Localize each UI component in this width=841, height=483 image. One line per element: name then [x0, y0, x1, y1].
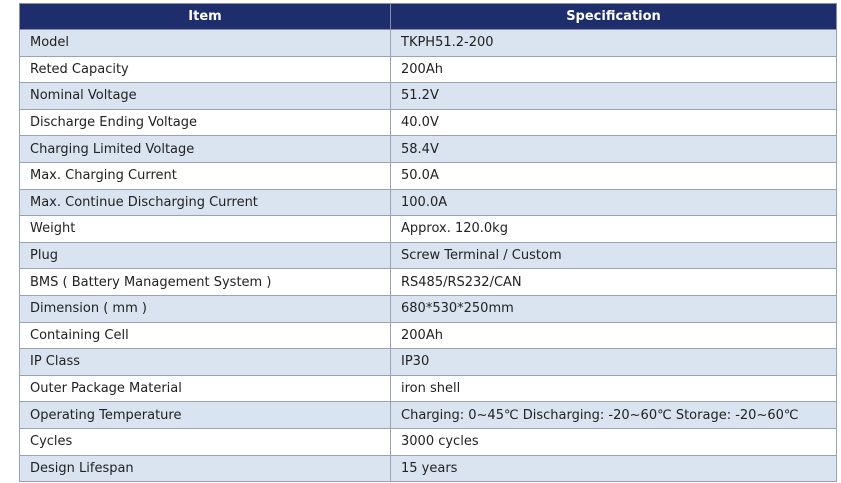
- table-row: Charging Limited Voltage 58.4V: [19, 135, 837, 163]
- spec-cell: IP30: [390, 348, 837, 376]
- item-cell: Design Lifespan: [19, 454, 391, 483]
- spec-cell: 51.2V: [390, 82, 837, 110]
- item-cell: Nominal Voltage: [19, 82, 391, 110]
- table-row: Nominal Voltage 51.2V: [19, 82, 837, 110]
- item-cell: Plug: [19, 241, 391, 270]
- spec-cell: Charging: 0~45℃ Discharging: -20~60℃ Sto…: [390, 401, 837, 429]
- spec-cell: iron shell: [390, 374, 837, 403]
- spec-table: Item Specification Model TKPH51.2-200 Reted…: [19, 3, 837, 483]
- item-cell: BMS ( Battery Management System ): [19, 268, 391, 296]
- table-row: Dimension ( mm ) 680*530*250mm: [19, 294, 837, 323]
- table-row: Max. Charging Current 50.0A: [19, 161, 837, 190]
- item-cell: Reted Capacity: [19, 55, 391, 84]
- item-cell: Operating Temperature: [19, 401, 391, 429]
- item-cell: Containing Cell: [19, 321, 391, 350]
- spec-cell: TKPH51.2-200: [390, 29, 837, 57]
- item-cell: Model: [19, 29, 391, 57]
- table-row: Design Lifespan 15 years: [19, 454, 837, 483]
- table-row: Cycles 3000 cycles: [19, 427, 837, 456]
- table-row: Plug Screw Terminal / Custom: [19, 241, 837, 270]
- item-cell: Dimension ( mm ): [19, 294, 391, 323]
- item-cell: Max. Continue Discharging Current: [19, 188, 391, 217]
- table-row: Discharge Ending Voltage 40.0V: [19, 108, 837, 137]
- table-row: IP Class IP30: [19, 348, 837, 376]
- spec-cell: 58.4V: [390, 135, 837, 163]
- table-row: BMS ( Battery Management System ) RS485/R…: [19, 268, 837, 296]
- spec-cell: 680*530*250mm: [390, 294, 837, 323]
- item-cell: Discharge Ending Voltage: [19, 108, 391, 137]
- item-cell: Outer Package Material: [19, 374, 391, 403]
- item-cell: IP Class: [19, 348, 391, 376]
- item-cell: Max. Charging Current: [19, 161, 391, 190]
- table-row: Operating Temperature Charging: 0~45℃ Dis…: [19, 401, 837, 429]
- table-row: Model TKPH51.2-200: [19, 29, 837, 57]
- table-row: Containing Cell 200Ah: [19, 321, 837, 350]
- item-cell: Cycles: [19, 427, 391, 456]
- spec-cell: 50.0A: [390, 161, 837, 190]
- spec-cell: Approx. 120.0kg: [390, 215, 837, 243]
- spec-cell: 15 years: [390, 454, 837, 483]
- spec-cell: 100.0A: [390, 188, 837, 217]
- spec-cell: RS485/RS232/CAN: [390, 268, 837, 296]
- spec-cell: 200Ah: [390, 55, 837, 84]
- header-cell: Item: [19, 3, 391, 30]
- item-cell: Weight: [19, 215, 391, 243]
- spec-cell: 40.0V: [390, 108, 837, 137]
- spec-cell: Screw Terminal / Custom: [390, 241, 837, 270]
- item-cell: Charging Limited Voltage: [19, 135, 391, 163]
- spec-cell: 200Ah: [390, 321, 837, 350]
- header-row: Item Specification: [19, 3, 837, 30]
- table-row: Weight Approx. 120.0kg: [19, 215, 837, 243]
- spec-cell: 3000 cycles: [390, 427, 837, 456]
- table-row: Max. Continue Discharging Current 100.0A: [19, 188, 837, 217]
- header-cell: Specification: [390, 3, 837, 30]
- table-row: Outer Package Material iron shell: [19, 374, 837, 403]
- table-row: Reted Capacity 200Ah: [19, 55, 837, 84]
